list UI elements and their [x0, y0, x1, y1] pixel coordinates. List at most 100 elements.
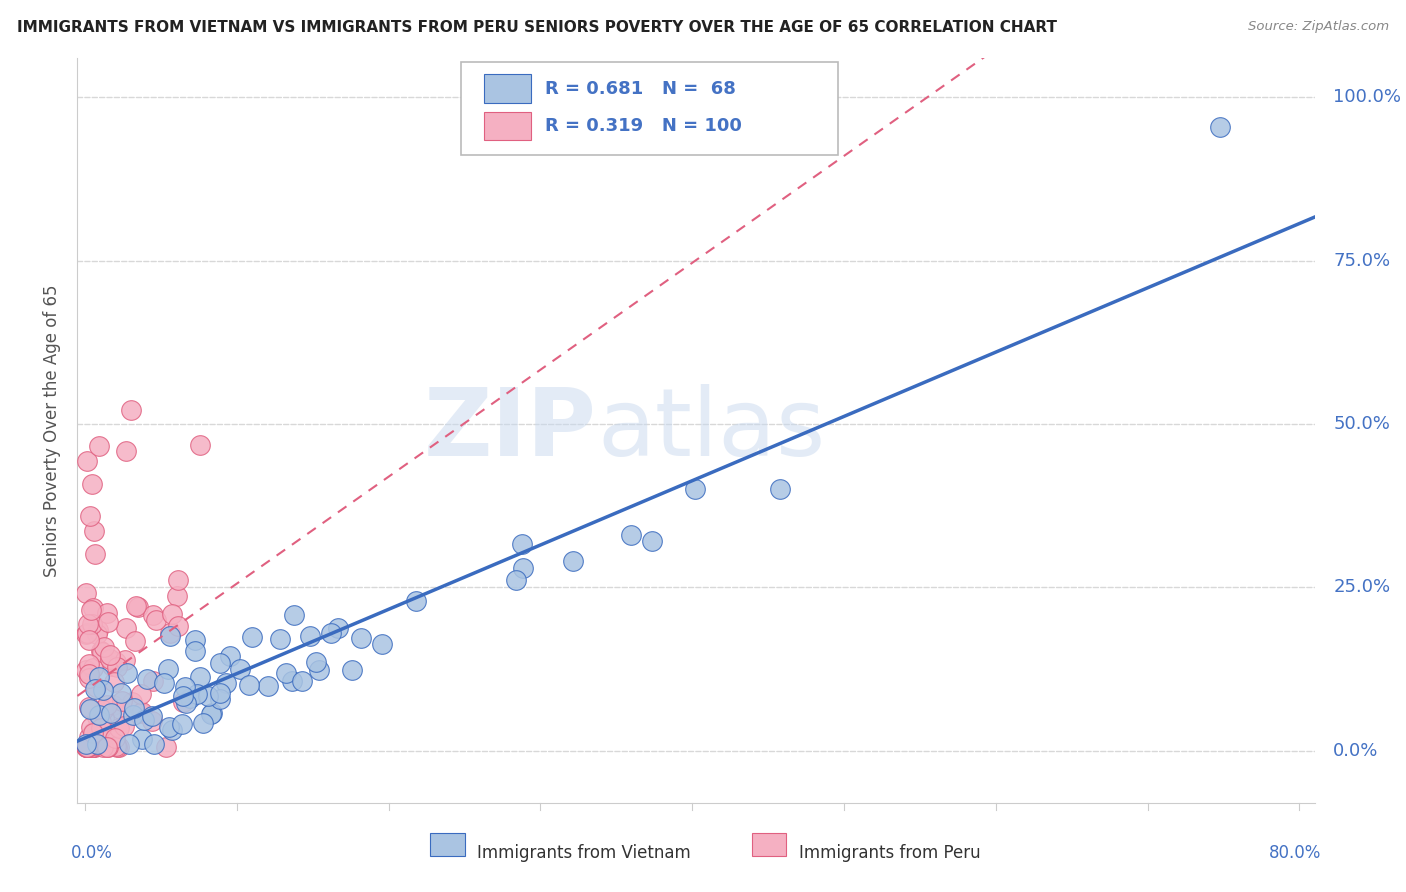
Point [79, 508, 101, 523]
Text: 25.0%: 25.0% [1333, 578, 1391, 596]
Point [76, 740, 98, 755]
Point [131, 706, 153, 720]
Point [107, 740, 129, 755]
Point [291, 674, 314, 689]
Point [122, 701, 145, 715]
Point [80, 740, 103, 755]
Bar [485, 74, 531, 103]
Point [83, 682, 105, 697]
Point [319, 625, 342, 640]
Point [172, 695, 194, 709]
Point [208, 686, 231, 700]
Point [90, 721, 112, 735]
Point [112, 719, 135, 733]
Point [115, 665, 138, 680]
Point [91, 703, 114, 717]
Point [114, 621, 136, 635]
Point [172, 690, 194, 704]
Point [308, 663, 330, 677]
Point [82, 740, 104, 755]
Point [510, 537, 533, 551]
Text: 100.0%: 100.0% [1333, 88, 1402, 106]
Point [135, 673, 157, 687]
Point [83, 524, 105, 539]
Point [283, 607, 305, 622]
Point [641, 533, 664, 548]
Point [82, 616, 104, 631]
Point [115, 444, 138, 458]
Point [75, 626, 97, 640]
Point [238, 678, 260, 692]
Point [132, 713, 155, 727]
Point [162, 723, 184, 738]
Point [370, 636, 392, 650]
Point [84, 680, 107, 694]
Point [89, 670, 111, 684]
Point [156, 663, 179, 677]
Point [101, 698, 124, 712]
Point [79, 702, 101, 716]
Point [76, 740, 98, 755]
Point [257, 679, 280, 693]
Point [80, 477, 103, 491]
Point [97, 740, 120, 755]
Point [305, 655, 328, 669]
Point [184, 644, 207, 658]
Point [110, 686, 132, 700]
Point [82, 740, 104, 755]
Point [86, 627, 108, 641]
Point [127, 599, 149, 614]
Text: 0.0%: 0.0% [72, 844, 112, 862]
Point [77, 700, 100, 714]
Point [620, 528, 643, 542]
Point [350, 631, 373, 645]
Point [77, 657, 100, 672]
Point [96, 698, 118, 712]
Text: Immigrants from Vietnam: Immigrants from Vietnam [477, 844, 690, 862]
Point [100, 731, 122, 746]
Point [186, 687, 208, 701]
Point [141, 708, 163, 723]
Text: ZIP: ZIP [425, 384, 598, 476]
Point [90, 645, 112, 659]
Point [84, 738, 107, 752]
Point [76, 740, 98, 755]
Point [561, 553, 583, 567]
Point [769, 482, 792, 496]
Point [77, 666, 100, 681]
Text: IMMIGRANTS FROM VIETNAM VS IMMIGRANTS FROM PERU SENIORS POVERTY OVER THE AGE OF : IMMIGRANTS FROM VIETNAM VS IMMIGRANTS FR… [17, 20, 1057, 35]
Point [209, 656, 232, 670]
Point [124, 634, 146, 648]
Text: Immigrants from Peru: Immigrants from Peru [799, 844, 980, 862]
Point [105, 739, 128, 754]
Point [76, 740, 98, 755]
Point [86, 710, 108, 724]
Point [96, 607, 118, 621]
Point [86, 737, 108, 751]
Point [276, 666, 298, 681]
Point [80, 740, 103, 755]
Point [108, 702, 131, 716]
Point [114, 653, 136, 667]
Point [75, 740, 97, 755]
Point [505, 573, 527, 587]
Point [89, 439, 111, 453]
Text: 0.0%: 0.0% [1333, 741, 1378, 759]
Point [512, 560, 534, 574]
Point [79, 730, 101, 744]
Text: Source: ZipAtlas.com: Source: ZipAtlas.com [1249, 20, 1389, 33]
Point [197, 689, 219, 703]
Point [77, 632, 100, 647]
Point [121, 695, 143, 709]
Point [685, 482, 707, 496]
Point [82, 600, 104, 615]
Point [82, 725, 104, 739]
Point [174, 680, 197, 694]
Point [201, 706, 224, 720]
Point [142, 607, 165, 622]
Point [111, 694, 134, 708]
Point [105, 659, 128, 673]
Point [131, 731, 153, 746]
Point [101, 659, 124, 673]
Point [93, 711, 115, 725]
